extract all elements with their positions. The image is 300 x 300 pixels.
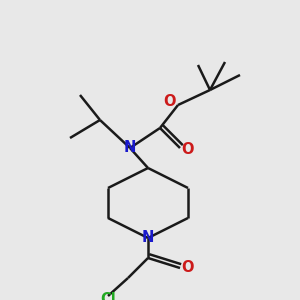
Text: N: N xyxy=(124,140,136,155)
Text: N: N xyxy=(142,230,154,245)
Text: O: O xyxy=(182,142,194,158)
Text: O: O xyxy=(182,260,194,275)
Text: Cl: Cl xyxy=(100,292,116,300)
Text: O: O xyxy=(164,94,176,110)
